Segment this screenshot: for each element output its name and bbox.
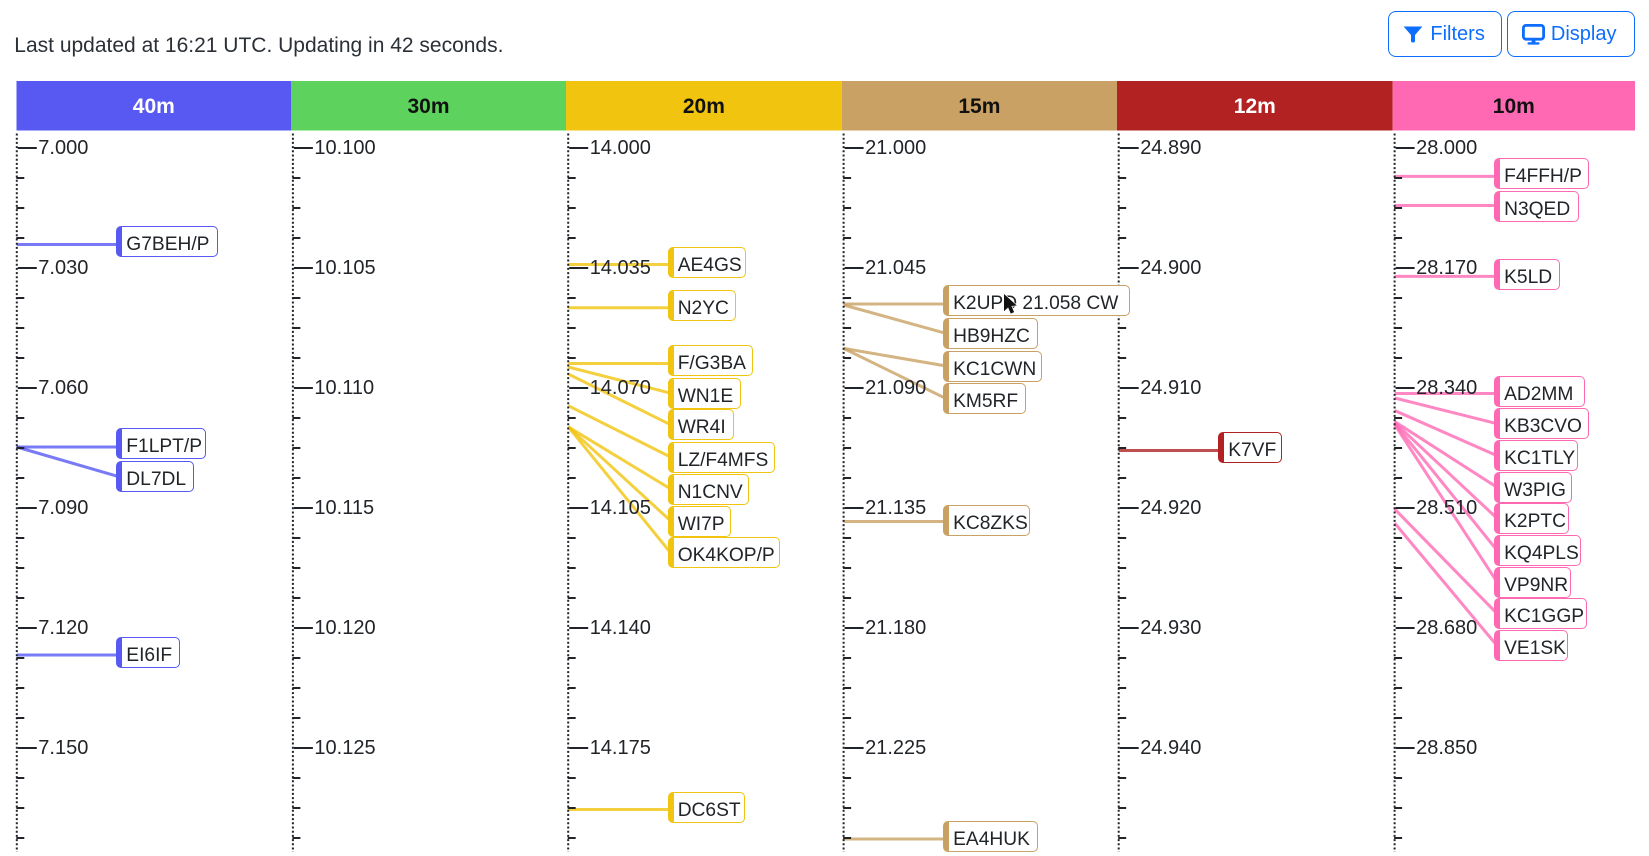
svg-text:15m: 15m (958, 95, 1000, 118)
svg-text:21.180: 21.180 (865, 617, 926, 639)
svg-text:28.000: 28.000 (1416, 137, 1477, 159)
svg-text:40m: 40m (133, 95, 175, 118)
svg-text:28.510: 28.510 (1416, 497, 1477, 519)
svg-text:7.060: 7.060 (38, 377, 88, 399)
svg-text:14.035: 14.035 (590, 257, 651, 279)
svg-text:10m: 10m (1493, 95, 1535, 118)
svg-text:24.920: 24.920 (1140, 497, 1201, 519)
svg-text:24.930: 24.930 (1140, 617, 1201, 639)
svg-text:21.000: 21.000 (865, 137, 926, 159)
svg-text:21.045: 21.045 (865, 257, 926, 279)
svg-text:24.910: 24.910 (1140, 377, 1201, 399)
svg-text:7.000: 7.000 (38, 137, 88, 159)
svg-text:14.175: 14.175 (590, 737, 651, 759)
svg-text:21.090: 21.090 (865, 377, 926, 399)
svg-text:30m: 30m (407, 95, 449, 118)
svg-text:10.100: 10.100 (314, 137, 375, 159)
svg-text:10.125: 10.125 (314, 737, 375, 759)
svg-text:7.120: 7.120 (38, 617, 88, 639)
svg-text:21.225: 21.225 (865, 737, 926, 759)
svg-text:7.150: 7.150 (38, 737, 88, 759)
svg-text:14.070: 14.070 (590, 377, 651, 399)
svg-text:28.680: 28.680 (1416, 617, 1477, 639)
svg-text:7.030: 7.030 (38, 257, 88, 279)
svg-text:28.340: 28.340 (1416, 377, 1477, 399)
svg-text:14.000: 14.000 (590, 137, 651, 159)
svg-text:10.120: 10.120 (314, 617, 375, 639)
svg-text:21.135: 21.135 (865, 497, 926, 519)
svg-text:10.110: 10.110 (314, 377, 374, 399)
svg-text:14.140: 14.140 (590, 617, 651, 639)
svg-text:7.090: 7.090 (38, 497, 88, 519)
svg-text:28.170: 28.170 (1416, 257, 1477, 279)
svg-text:14.105: 14.105 (590, 497, 651, 519)
svg-text:28.850: 28.850 (1416, 737, 1477, 759)
svg-text:24.940: 24.940 (1140, 737, 1201, 759)
svg-text:12m: 12m (1234, 95, 1276, 118)
svg-text:24.900: 24.900 (1140, 257, 1201, 279)
svg-text:10.115: 10.115 (314, 497, 374, 519)
svg-text:10.105: 10.105 (314, 257, 375, 279)
svg-text:20m: 20m (683, 95, 725, 118)
svg-text:24.890: 24.890 (1140, 137, 1201, 159)
